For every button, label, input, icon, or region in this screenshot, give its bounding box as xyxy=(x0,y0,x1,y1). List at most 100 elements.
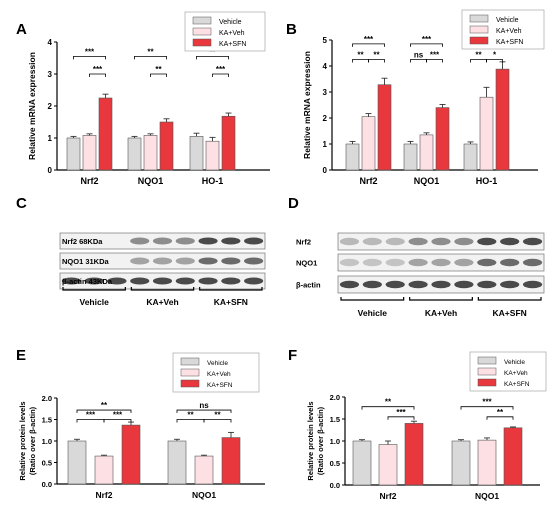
legend-label: Vehicle xyxy=(219,19,242,26)
blot-group-label: KA+SFN xyxy=(493,308,527,318)
bar-vehicle-ho1 xyxy=(189,136,204,171)
bar-vehicle-nqo1 xyxy=(403,143,418,171)
significance-bracket xyxy=(150,73,167,77)
blot-band xyxy=(244,237,264,245)
blot-band xyxy=(477,280,497,289)
category-label: NQO1 xyxy=(475,491,499,501)
significance-bracket xyxy=(486,416,514,420)
legend-swatch-vehicle xyxy=(180,357,200,366)
blot-band xyxy=(454,280,474,289)
significance-bracket xyxy=(410,59,427,63)
blot-band xyxy=(244,277,264,285)
blot-band xyxy=(221,237,241,245)
significance-bracket xyxy=(387,416,415,420)
significance-bracket xyxy=(460,406,514,410)
significance-label: ** xyxy=(497,408,504,417)
significance-label: *** xyxy=(216,65,226,74)
y-axis-subtitle: (Ratio over β-actin) xyxy=(28,406,37,475)
blot-band xyxy=(152,237,173,245)
panel-letter-f: F xyxy=(288,347,297,364)
bar-kaveh-ho1 xyxy=(205,140,220,171)
blot-band xyxy=(198,237,218,245)
blot-row-label: Nrf2 xyxy=(296,238,311,247)
blot-band xyxy=(107,277,127,285)
y-tick-label: 1.0 xyxy=(42,437,52,446)
legend-swatch-kaveh xyxy=(477,367,497,376)
blot-band xyxy=(431,258,451,267)
bar-kaveh-nqo1 xyxy=(477,439,497,486)
significance-bracket xyxy=(103,419,132,423)
legend-swatch-kaveh xyxy=(469,25,489,34)
y-axis-subtitle: (Ratio over β-actin) xyxy=(316,406,325,475)
legend-label: KA+Veh xyxy=(496,28,522,35)
significance-bracket xyxy=(176,409,232,414)
significance-label: ** xyxy=(475,51,482,60)
y-tick-label: 0.5 xyxy=(42,459,52,468)
y-tick-label: 3 xyxy=(323,88,328,97)
significance-label: ** xyxy=(101,401,108,410)
panel-letter-a: A xyxy=(16,21,27,38)
blot-band xyxy=(385,280,405,289)
bar-vehicle-nqo1 xyxy=(127,137,142,171)
chart-b: 0 1 2 3 4 5 Relative mRNA expression Nrf2 NQO1 HO… xyxy=(302,9,545,186)
legend-label: Vehicle xyxy=(504,359,525,366)
blot-strip xyxy=(59,232,266,250)
y-tick-label: 1.5 xyxy=(42,416,52,425)
y-tick-label: 3 xyxy=(48,70,53,79)
significance-label: ** xyxy=(209,47,216,56)
blot-band xyxy=(362,258,382,267)
significance-label: ** xyxy=(214,411,221,420)
significance-bracket xyxy=(196,56,229,60)
blot-row-label: β-actin 43KDa xyxy=(62,277,113,286)
blot-band xyxy=(385,237,405,246)
chart-f: 0.0 0.5 1.0 1.5 2.0 Relative protein levels (R… xyxy=(306,351,547,501)
blot-group-bracket xyxy=(409,297,473,301)
blot-group-bracket xyxy=(340,297,405,301)
blot-group-bracket xyxy=(477,297,542,301)
significance-label: *** xyxy=(86,411,96,420)
blot-band xyxy=(500,237,520,246)
panel-letter-d: D xyxy=(288,195,299,212)
blot-strip xyxy=(337,253,545,272)
y-tick-label: 2 xyxy=(323,114,328,123)
bar-kaveh-nrf2 xyxy=(94,455,114,485)
blot-strip xyxy=(337,232,545,251)
significance-bracket xyxy=(176,419,205,423)
blot-band xyxy=(454,258,474,267)
legend-label: KA+Veh xyxy=(504,370,528,377)
legend-label: KA+SFN xyxy=(207,382,233,389)
bar-kasfn-nqo1 xyxy=(435,107,450,171)
legend-swatch-kaveh xyxy=(180,368,200,377)
blot-band xyxy=(500,258,520,267)
category-label: NQO1 xyxy=(138,176,164,186)
blot-group-label: KA+Veh xyxy=(146,297,178,307)
legend-swatch-kasfn xyxy=(180,379,200,388)
y-axis-title: Relative protein levels xyxy=(18,401,27,480)
y-tick-label: 1.0 xyxy=(330,437,340,446)
y-tick-label: 2.0 xyxy=(42,394,52,403)
chart-a: 0 1 2 3 4 Relative mRNA expression Nrf2 NQO1 HO-… xyxy=(27,11,270,186)
blot-band xyxy=(175,257,195,265)
y-tick-label: 0 xyxy=(48,166,53,175)
blot-band xyxy=(84,277,104,285)
legend-label: KA+SFN xyxy=(504,381,530,388)
bar-vehicle-nqo1 xyxy=(167,440,187,485)
significance-label: *** xyxy=(422,35,432,44)
blot-group-label: Vehicle xyxy=(358,308,388,318)
panel-letter-c: C xyxy=(16,195,27,212)
bar-kasfn-nqo1 xyxy=(221,437,241,485)
blot-band xyxy=(339,237,360,246)
y-tick-label: 2 xyxy=(48,102,53,111)
y-axis-title: Relative mRNA expression xyxy=(27,52,37,160)
blot-group-bracket xyxy=(199,287,263,291)
bar-vehicle-nrf2 xyxy=(352,440,372,486)
western-blot-d: Nrf2 NQO1 β-actin Vehicle KA+Veh KA+SFN xyxy=(296,232,545,318)
legend-swatch-kasfn xyxy=(477,378,497,387)
blot-strip xyxy=(59,252,266,270)
y-tick-label: 5 xyxy=(323,36,328,45)
legend-label: KA+SFN xyxy=(496,39,523,46)
significance-bracket xyxy=(426,59,443,63)
bar-kasfn-ho1 xyxy=(221,115,236,171)
y-tick-label: 2.0 xyxy=(330,393,340,402)
legend-label: KA+SFN xyxy=(219,41,246,48)
